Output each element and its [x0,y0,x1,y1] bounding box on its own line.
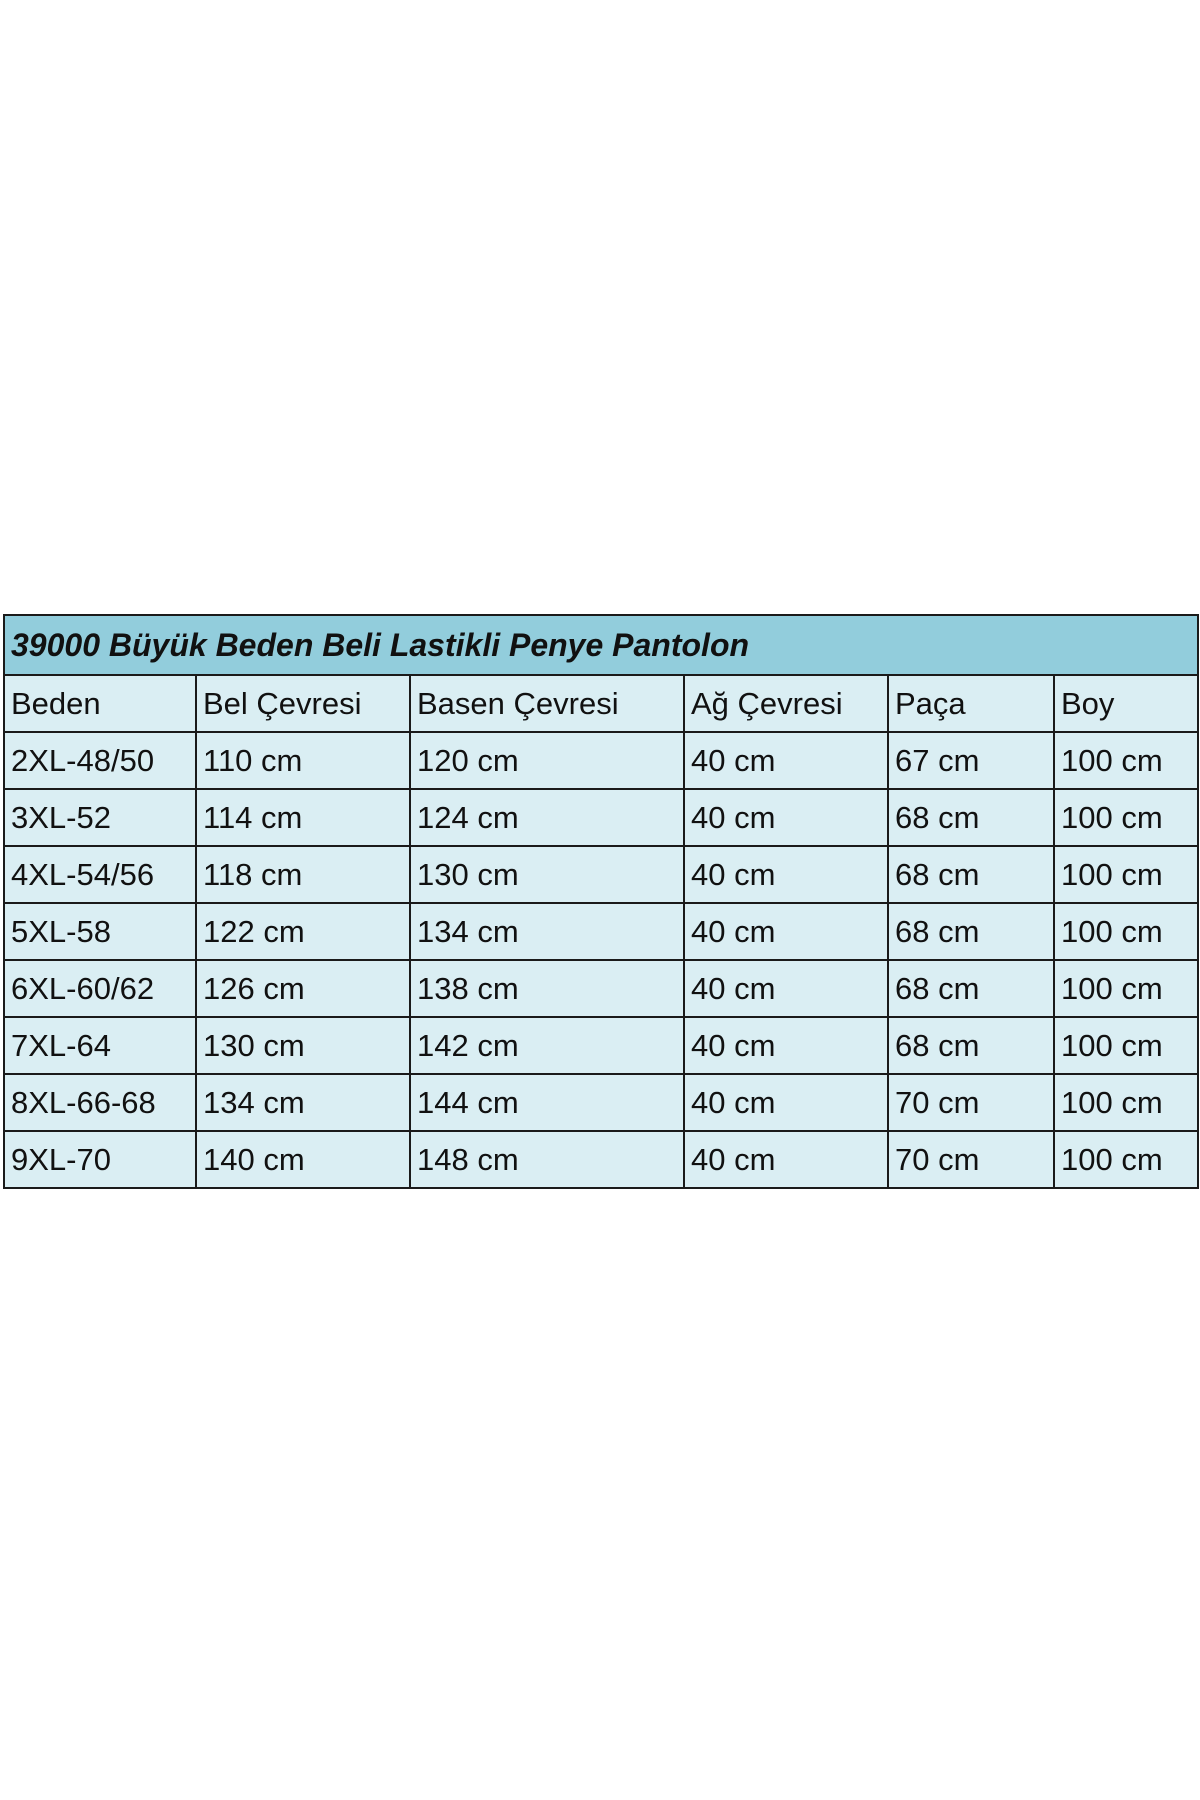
cell: 40 cm [683,902,889,961]
header-cell: Beden [3,674,197,733]
cell: 118 cm [195,845,411,904]
size-table: 39000 Büyük Beden Beli Lastikli Penye Pa… [2,614,1200,1189]
data-row: 2XL-48/50 110 cm 120 cm 40 cm 67 cm 100 cm [3,731,1200,790]
cell: 126 cm [195,959,411,1018]
cell: 68 cm [887,845,1055,904]
cell: 40 cm [683,845,889,904]
cell: 40 cm [683,1073,889,1132]
cell: 4XL-54/56 [3,845,197,904]
cell: 68 cm [887,959,1055,1018]
data-row: 9XL-70 140 cm 148 cm 40 cm 70 cm 100 cm [3,1130,1200,1189]
cell: 110 cm [195,731,411,790]
cell: 40 cm [683,1016,889,1075]
table-title: 39000 Büyük Beden Beli Lastikli Penye Pa… [2,614,1200,676]
cell: 140 cm [195,1130,411,1189]
cell: 70 cm [887,1130,1055,1189]
cell: 100 cm [1052,1016,1200,1075]
cell: 100 cm [1052,1073,1200,1132]
cell: 2XL-48/50 [3,731,197,790]
cell: 8XL-66-68 [3,1073,197,1132]
cell: 40 cm [683,959,889,1018]
cell: 67 cm [887,731,1055,790]
cell: 68 cm [887,902,1055,961]
cell: 120 cm [409,731,685,790]
cell: 3XL-52 [3,788,197,847]
cell: 100 cm [1052,902,1200,961]
header-cell: Basen Çevresi [409,674,685,733]
cell: 100 cm [1052,731,1200,790]
cell: 5XL-58 [3,902,197,961]
data-row: 6XL-60/62 126 cm 138 cm 40 cm 68 cm 100 cm [3,959,1200,1018]
cell: 142 cm [409,1016,685,1075]
data-row: 4XL-54/56 118 cm 130 cm 40 cm 68 cm 100 cm [3,845,1200,904]
cell: 70 cm [887,1073,1055,1132]
header-cell: Bel Çevresi [195,674,411,733]
cell: 130 cm [409,845,685,904]
cell: 40 cm [683,1130,889,1189]
header-cell: Ağ Çevresi [683,674,889,733]
cell: 122 cm [195,902,411,961]
cell: 130 cm [195,1016,411,1075]
header-cell: Boy [1052,674,1200,733]
cell: 100 cm [1052,1130,1200,1189]
data-row: 3XL-52 114 cm 124 cm 40 cm 68 cm 100 cm [3,788,1200,847]
title-row: 39000 Büyük Beden Beli Lastikli Penye Pa… [2,614,1200,676]
cell: 40 cm [683,731,889,790]
cell: 144 cm [409,1073,685,1132]
cell: 114 cm [195,788,411,847]
cell: 138 cm [409,959,685,1018]
cell: 124 cm [409,788,685,847]
data-row: 7XL-64 130 cm 142 cm 40 cm 68 cm 100 cm [3,1016,1200,1075]
cell: 100 cm [1052,845,1200,904]
cell: 100 cm [1052,788,1200,847]
cell: 40 cm [683,788,889,847]
data-row: 8XL-66-68 134 cm 144 cm 40 cm 70 cm 100 cm [3,1073,1200,1132]
cell: 6XL-60/62 [3,959,197,1018]
cell: 68 cm [887,1016,1055,1075]
cell: 134 cm [195,1073,411,1132]
cell: 9XL-70 [3,1130,197,1189]
data-row: 5XL-58 122 cm 134 cm 40 cm 68 cm 100 cm [3,902,1200,961]
table-body: 39000 Büyük Beden Beli Lastikli Penye Pa… [2,614,1200,1189]
cell: 7XL-64 [3,1016,197,1075]
cell: 134 cm [409,902,685,961]
cell: 100 cm [1052,959,1200,1018]
cell: 148 cm [409,1130,685,1189]
cell: 68 cm [887,788,1055,847]
header-row: Beden Bel Çevresi Basen Çevresi Ağ Çevresi P… [3,674,1200,733]
header-cell: Paça [887,674,1055,733]
